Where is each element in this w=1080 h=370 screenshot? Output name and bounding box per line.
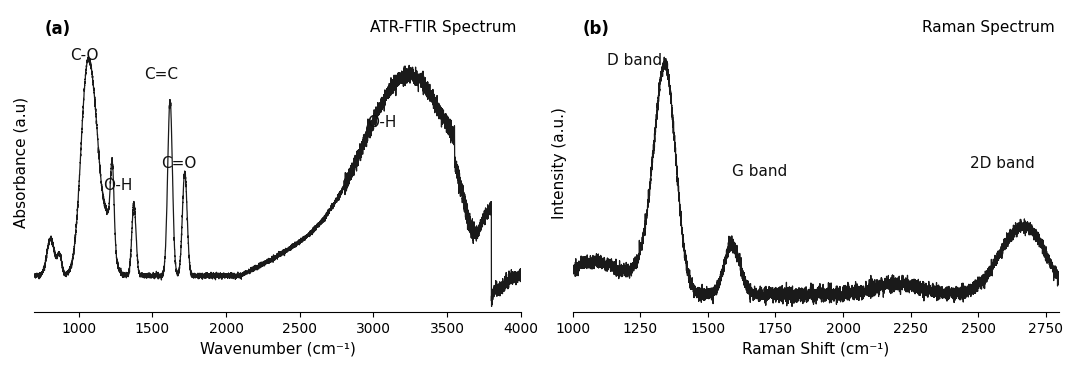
Text: C=C: C=C	[145, 67, 178, 82]
Text: Raman Spectrum: Raman Spectrum	[921, 20, 1054, 35]
X-axis label: Wavenumber (cm⁻¹): Wavenumber (cm⁻¹)	[200, 341, 355, 356]
Text: C-O: C-O	[70, 48, 98, 63]
Text: O-H: O-H	[103, 178, 133, 193]
Text: 2D band: 2D band	[970, 156, 1035, 171]
Text: ATR-FTIR Spectrum: ATR-FTIR Spectrum	[369, 20, 516, 35]
Y-axis label: Intensity (a.u.): Intensity (a.u.)	[552, 107, 567, 219]
Text: (a): (a)	[44, 20, 70, 38]
X-axis label: Raman Shift (cm⁻¹): Raman Shift (cm⁻¹)	[742, 341, 890, 356]
Text: C=O: C=O	[161, 156, 197, 171]
Text: D band: D band	[607, 53, 662, 68]
Y-axis label: Absorbance (a.u): Absorbance (a.u)	[14, 97, 29, 228]
Text: (b): (b)	[582, 20, 609, 38]
Text: G band: G band	[732, 164, 787, 179]
Text: O-H: O-H	[367, 115, 397, 130]
